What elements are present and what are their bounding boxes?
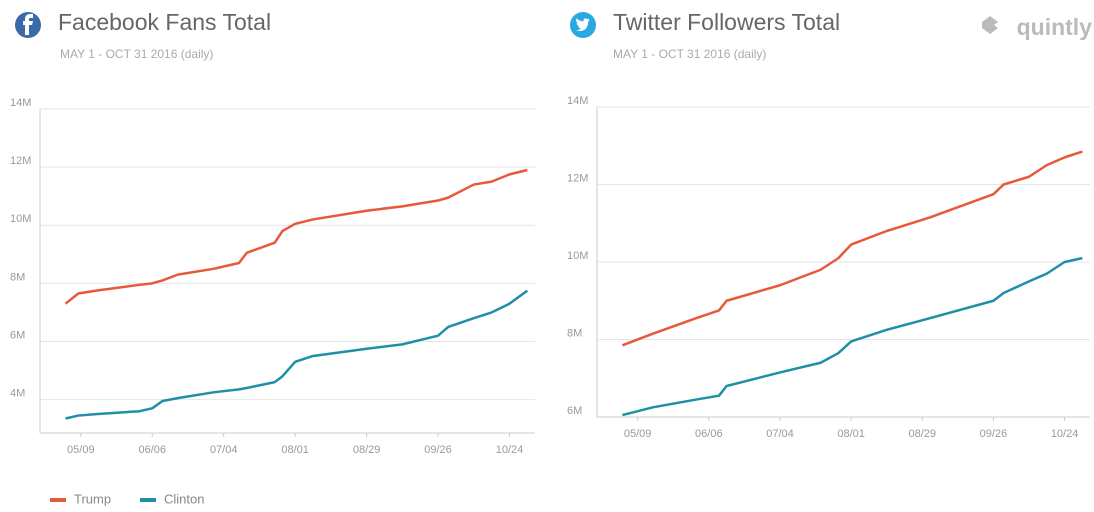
y-tick-label: 6M	[567, 405, 582, 417]
x-tick-label: 07/04	[766, 428, 794, 440]
brand-icon	[982, 16, 998, 34]
x-tick-label: 08/01	[837, 428, 865, 440]
x-tick-label: 09/26	[424, 444, 452, 456]
y-tick-label: 12M	[10, 155, 31, 167]
brand: quintly	[1017, 14, 1093, 40]
x-tick-label: 06/06	[695, 428, 723, 440]
legend-label: Clinton	[164, 491, 204, 506]
legend-label: Trump	[74, 491, 111, 506]
x-tick-label: 08/01	[281, 444, 309, 456]
x-tick-label: 08/29	[353, 444, 381, 456]
series-line	[64, 168, 528, 305]
series-line	[65, 289, 529, 420]
chart-title: Facebook Fans Total	[58, 9, 271, 35]
y-tick-label: 12M	[567, 172, 588, 184]
x-tick-label: 05/09	[624, 428, 652, 440]
y-tick-label: 6M	[10, 329, 25, 341]
chart-subtitle: MAY 1 - OCT 31 2016 (daily)	[60, 47, 213, 61]
chart-title: Twitter Followers Total	[613, 9, 840, 35]
series-line	[622, 256, 1083, 417]
x-tick-label: 08/29	[909, 428, 937, 440]
series-line	[621, 150, 1083, 347]
x-tick-label: 07/04	[210, 444, 238, 456]
y-tick-label: 8M	[567, 327, 582, 339]
facebook-glyph	[23, 14, 33, 35]
x-tick-label: 05/09	[67, 444, 95, 456]
y-tick-label: 14M	[567, 95, 588, 107]
twitter-glyph	[576, 18, 590, 31]
y-tick-label: 14M	[10, 97, 31, 109]
x-tick-label: 10/24	[1051, 428, 1079, 440]
y-tick-label: 4M	[10, 387, 25, 399]
x-tick-label: 10/24	[496, 444, 524, 456]
x-tick-label: 09/26	[980, 428, 1008, 440]
y-tick-label: 10M	[10, 213, 31, 225]
chart-subtitle: MAY 1 - OCT 31 2016 (daily)	[613, 47, 766, 61]
y-tick-label: 10M	[567, 250, 588, 262]
y-tick-label: 8M	[10, 271, 25, 283]
x-tick-label: 06/06	[139, 444, 167, 456]
